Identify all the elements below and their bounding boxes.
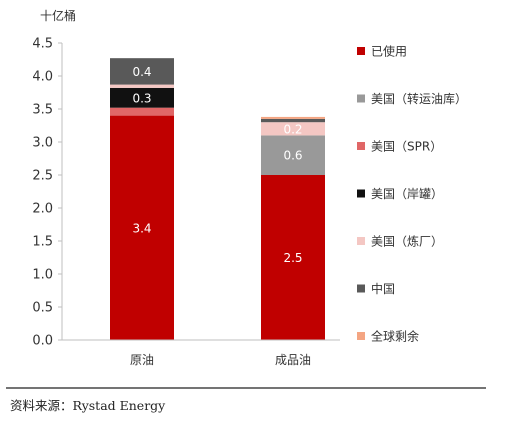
legend-swatch <box>357 142 365 150</box>
legend-swatch <box>357 47 365 55</box>
y-tick-label: 0.5 <box>32 301 53 316</box>
y-axis: 0.0 0.5 1.0 1.5 2.0 2.5 3.0 3.5 4.0 4.5 <box>32 37 63 349</box>
legend-swatch <box>357 189 365 198</box>
y-tick-label: 1.0 <box>32 268 53 283</box>
x-category-label: 成品油 <box>275 353 311 367</box>
x-axis: 原油 成品油 <box>62 339 340 367</box>
data-label: 0.4 <box>132 65 151 79</box>
data-label: 0.3 <box>132 91 151 105</box>
bar-segment <box>261 118 325 123</box>
x-category-label: 原油 <box>130 353 154 367</box>
bar-segment <box>261 116 325 119</box>
legend-swatch <box>357 284 365 293</box>
bar-segment <box>110 58 174 85</box>
bar-segment <box>110 84 174 88</box>
y-tick-label: 4.5 <box>32 37 53 52</box>
bar-segment <box>261 135 325 175</box>
legend-swatch <box>357 94 365 103</box>
y-tick-label: 2.0 <box>32 202 53 217</box>
y-tick-label: 4.0 <box>32 70 53 85</box>
bars: 3.4 0.3 0.4 2.5 0.6 0.2 <box>110 58 325 340</box>
y-tick-label: 0.0 <box>32 334 53 349</box>
legend-label: 美国（SPR） <box>371 140 442 154</box>
legend-label: 美国（转运油库） <box>371 91 467 106</box>
y-tick-label: 3.5 <box>32 103 53 118</box>
bar-segment <box>261 122 325 136</box>
legend-swatch <box>357 237 365 245</box>
y-axis-unit-label: 十亿桶 <box>40 8 76 23</box>
legend-label: 美国（炼厂） <box>371 234 443 249</box>
bar-segment <box>261 175 325 340</box>
y-tick-label: 3.0 <box>32 136 53 151</box>
bar-segment <box>110 107 174 116</box>
bar-segment <box>110 115 174 340</box>
legend-label: 全球剩余 <box>371 329 419 344</box>
legend-label: 中国 <box>371 281 395 296</box>
data-label: 2.5 <box>283 251 302 265</box>
source-note: 资料来源：Rystad Energy <box>10 398 166 413</box>
legend-label: 已使用 <box>371 44 407 59</box>
bar-segment <box>110 87 174 108</box>
data-label: 3.4 <box>132 221 151 235</box>
legend-swatch <box>357 332 365 340</box>
y-tick-label: 1.5 <box>32 235 53 250</box>
data-label: 0.6 <box>283 149 302 163</box>
legend-label: 美国（岸罐） <box>371 187 443 201</box>
data-label: 0.2 <box>283 122 302 136</box>
y-tick-label: 2.5 <box>32 169 53 184</box>
